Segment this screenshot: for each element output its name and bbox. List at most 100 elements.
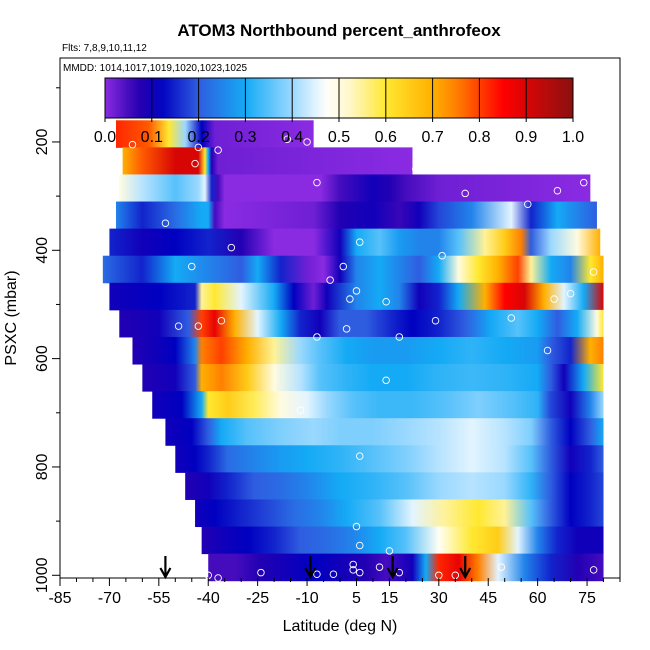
latitude-arrow: [304, 556, 317, 580]
observation-point: [349, 566, 357, 574]
observation-point: [431, 316, 440, 325]
heatmap-band: [152, 391, 604, 419]
observation-point: [589, 268, 598, 276]
y-tick-label: 400: [34, 237, 51, 264]
observation-point: [356, 541, 364, 550]
observation-point: [346, 295, 354, 303]
observation-point: [283, 135, 292, 143]
colorbar-tick-label: 0.8: [468, 129, 490, 146]
observation-point: [461, 189, 469, 198]
x-tick-label: 45: [479, 590, 497, 607]
x-tick-label: 60: [529, 590, 547, 607]
colorbar-tick-label: 0.9: [515, 129, 537, 146]
observation-point: [303, 138, 311, 146]
observation-point: [438, 251, 446, 260]
observation-point: [352, 522, 361, 531]
x-tick-label: -55: [147, 590, 170, 607]
observation-point: [580, 178, 588, 187]
observation-point: [349, 560, 357, 569]
y-tick-label: 600: [34, 345, 51, 372]
heatmap-band: [119, 309, 604, 338]
observation-point: [329, 570, 338, 578]
observation-point: [507, 314, 516, 322]
observation-point: [191, 159, 199, 168]
observation-point: [92, 270, 100, 279]
heatmap-band: [109, 228, 601, 257]
observation-point: [356, 452, 364, 460]
x-tick-label: 5: [352, 590, 361, 607]
observation-point: [128, 140, 137, 149]
observation-point: [566, 289, 575, 298]
observation-point: [543, 346, 552, 355]
heatmap-band: [201, 526, 604, 555]
observation-point: [296, 406, 305, 414]
arrow-head: [159, 567, 172, 580]
observation-point: [339, 262, 348, 271]
observation-point: [550, 295, 558, 303]
heatmap-band: [165, 418, 604, 446]
observation-point: [375, 563, 384, 571]
observation-point: [553, 186, 562, 195]
latitude-arrows: [159, 556, 472, 580]
x-tick-label: -10: [295, 590, 318, 607]
observation-point: [313, 333, 321, 341]
x-tick-label: 75: [578, 590, 596, 607]
observation-point: [524, 200, 532, 208]
observation-point: [356, 568, 364, 577]
observation-point: [194, 322, 203, 330]
colorbar: 0.0 0.1 0.2 0.3 0.4 0.5 0.6 0.7 0.8 0.9 1.0: [94, 77, 584, 146]
observation-point: [217, 316, 226, 325]
colorbar-tick-label: 1.0: [562, 129, 584, 146]
observation-point: [257, 568, 265, 577]
observation-point: [188, 262, 196, 271]
heatmap-band: [208, 553, 604, 582]
flights-note: Flts: 7,8,9,10,11,12: [62, 43, 147, 54]
observation-point: [313, 570, 321, 578]
heatmap-band: [185, 472, 604, 500]
heatmap-band: [175, 445, 604, 473]
heatmap-band: [116, 201, 597, 230]
x-axis-title: Latitude (deg N): [283, 618, 398, 635]
heatmap-bands: [92, 120, 604, 582]
colorbar-tick-label: 0.1: [141, 129, 163, 146]
heatmap-band: [132, 336, 604, 365]
observation-point: [412, 165, 420, 173]
observation-point: [382, 298, 390, 306]
arrow-head: [386, 567, 399, 580]
observation-point: [194, 143, 203, 152]
heatmap-band: [119, 174, 591, 203]
observation-point: [589, 566, 598, 574]
dates-note: MMDD: 1014,1017,1019,1020,1023,1025: [63, 63, 247, 74]
observation-point: [214, 574, 222, 582]
axes: -85 -70 -55 -40 -25 -10 5 15 30 45 60 75 200 400 600 80…: [34, 87, 621, 607]
observation-point: [313, 178, 321, 187]
observation-point: [227, 243, 236, 252]
heatmap-band: [142, 364, 604, 392]
observation-point: [382, 376, 390, 385]
observation-point: [395, 333, 404, 341]
x-tick-label: -85: [48, 590, 71, 607]
heatmap-band: [116, 120, 314, 148]
x-tick-label: 30: [430, 590, 448, 607]
chart-title: ATOM3 Northbound percent_anthrofeox: [177, 21, 501, 40]
observation-point: [174, 322, 183, 330]
x-tick-label: -25: [246, 590, 269, 607]
colorbar-tick-label: 0.5: [328, 129, 350, 146]
heatmap-band: [109, 282, 604, 311]
observation-point: [497, 563, 506, 571]
colorbar-tick-label: 0.0: [94, 129, 116, 146]
colorbar-tick-label: 0.3: [234, 129, 256, 146]
heatmap-band: [122, 147, 413, 175]
observation-point: [161, 219, 170, 227]
observation-point: [326, 276, 334, 284]
latitude-arrow: [386, 556, 399, 580]
latitude-arrow: [159, 556, 172, 580]
arrow-head: [304, 567, 317, 580]
latitude-arrow: [459, 556, 472, 580]
y-tick-label: 1000: [34, 557, 51, 593]
observation-point: [385, 547, 394, 555]
y-tick-label: 800: [34, 454, 51, 481]
heatmap-band: [195, 499, 604, 528]
x-tick-label: 15: [381, 590, 399, 607]
